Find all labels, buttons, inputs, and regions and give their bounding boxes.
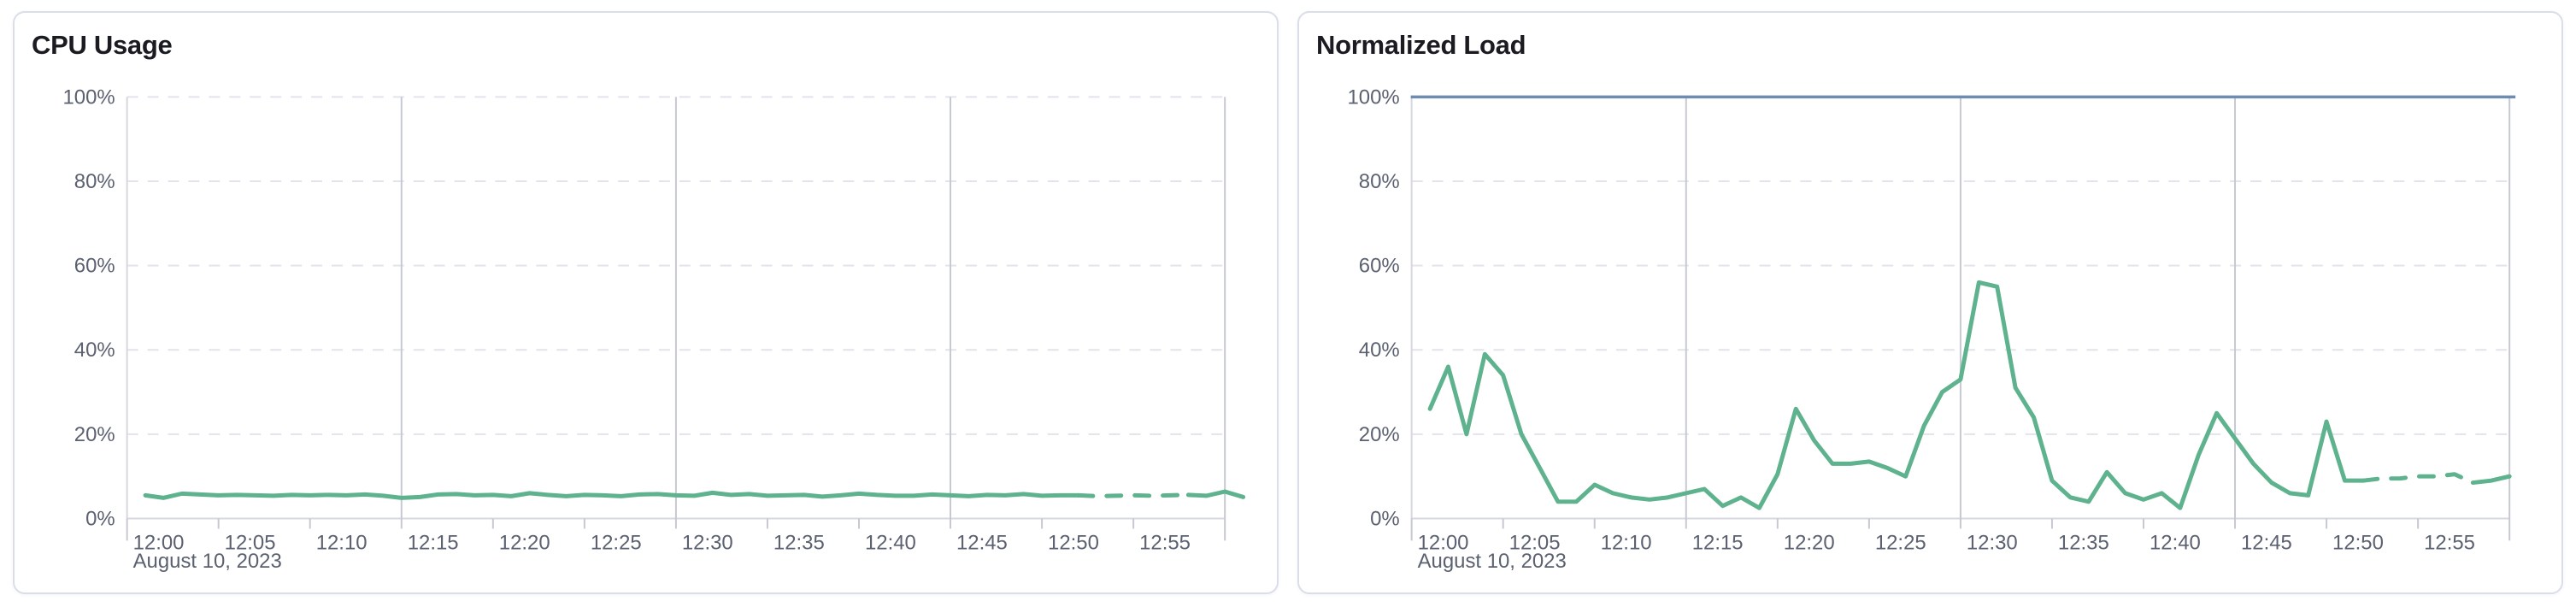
x-tick-label: 12:15 xyxy=(1692,531,1744,554)
chart-title: CPU Usage xyxy=(32,30,173,60)
y-tick-label: 80% xyxy=(1359,170,1400,193)
x-tick-label: 12:00 xyxy=(133,531,185,554)
chart-title: Normalized Load xyxy=(1316,30,1526,60)
x-tick-label: 12:50 xyxy=(2332,531,2384,554)
series-line-dashed xyxy=(1076,492,1191,498)
x-tick-label: 12:30 xyxy=(682,531,733,554)
series-line-dashed xyxy=(2361,472,2475,486)
y-tick-label: 0% xyxy=(85,507,115,530)
x-tick-label: 12:50 xyxy=(1048,531,1099,554)
x-tick-label: 12:55 xyxy=(2424,531,2475,554)
x-axis-date-label: August 10, 2023 xyxy=(133,550,282,573)
x-tick-label: 12:20 xyxy=(1784,531,1835,554)
x-tick-label: 12:10 xyxy=(1601,531,1652,554)
y-tick-label: 80% xyxy=(74,170,115,193)
y-tick-label: 0% xyxy=(1370,507,1400,530)
x-tick-label: 12:55 xyxy=(1139,531,1191,554)
cpu-usage-chart[interactable]: 0% 20% 40% 60% 80% 100% 12:00 12:05 12:10 12:15 12… xyxy=(15,13,1277,592)
x-tick-label: 12:05 xyxy=(1509,531,1561,554)
series-line xyxy=(2470,474,2512,486)
x-tick-label: 12:40 xyxy=(2150,531,2201,554)
y-tick-label: 100% xyxy=(63,85,115,109)
x-tick-label: 12:45 xyxy=(2241,531,2292,554)
y-tick-label: 40% xyxy=(74,339,115,362)
x-tick-label: 12:10 xyxy=(316,531,368,554)
y-tick-label: 20% xyxy=(74,423,115,446)
y-tick-label: 20% xyxy=(1359,423,1400,446)
x-tick-label: 12:45 xyxy=(956,531,1008,554)
x-tick-label: 12:25 xyxy=(591,531,642,554)
y-tick-label: 60% xyxy=(1359,255,1400,278)
y-tick-label: 40% xyxy=(1359,339,1400,362)
x-tick-label: 12:05 xyxy=(225,531,276,554)
x-tick-label: 12:25 xyxy=(1875,531,1926,554)
y-tick-label: 60% xyxy=(74,255,115,278)
x-axis-date-label: August 10, 2023 xyxy=(1418,550,1567,573)
normalized-load-chart[interactable]: 0% 20% 40% 60% 80% 100% 12:00 12:05 12:10 12:15 12… xyxy=(1299,13,2561,592)
series-line xyxy=(143,490,1081,500)
x-tick-label: 12:20 xyxy=(499,531,550,554)
x-tick-label: 12:35 xyxy=(773,531,825,554)
x-tick-label: 12:40 xyxy=(865,531,916,554)
x-tick-label: 12:15 xyxy=(408,531,459,554)
x-tick-label: 12:00 xyxy=(1418,531,1469,554)
panel-cpu-usage: CPU Usage 0% 20% 40% 60% 80% 100% 12:00 12:05 12… xyxy=(13,11,1279,594)
y-tick-label: 100% xyxy=(1348,85,1400,109)
panel-normalized-load: Normalized Load 0% 20% 40% 60% 80% 100% 12:00 1… xyxy=(1297,11,2563,594)
x-tick-label: 12:35 xyxy=(2058,531,2109,554)
x-tick-label: 12:30 xyxy=(1967,531,2018,554)
series-line xyxy=(1185,489,1246,499)
series-line xyxy=(1427,280,2366,510)
